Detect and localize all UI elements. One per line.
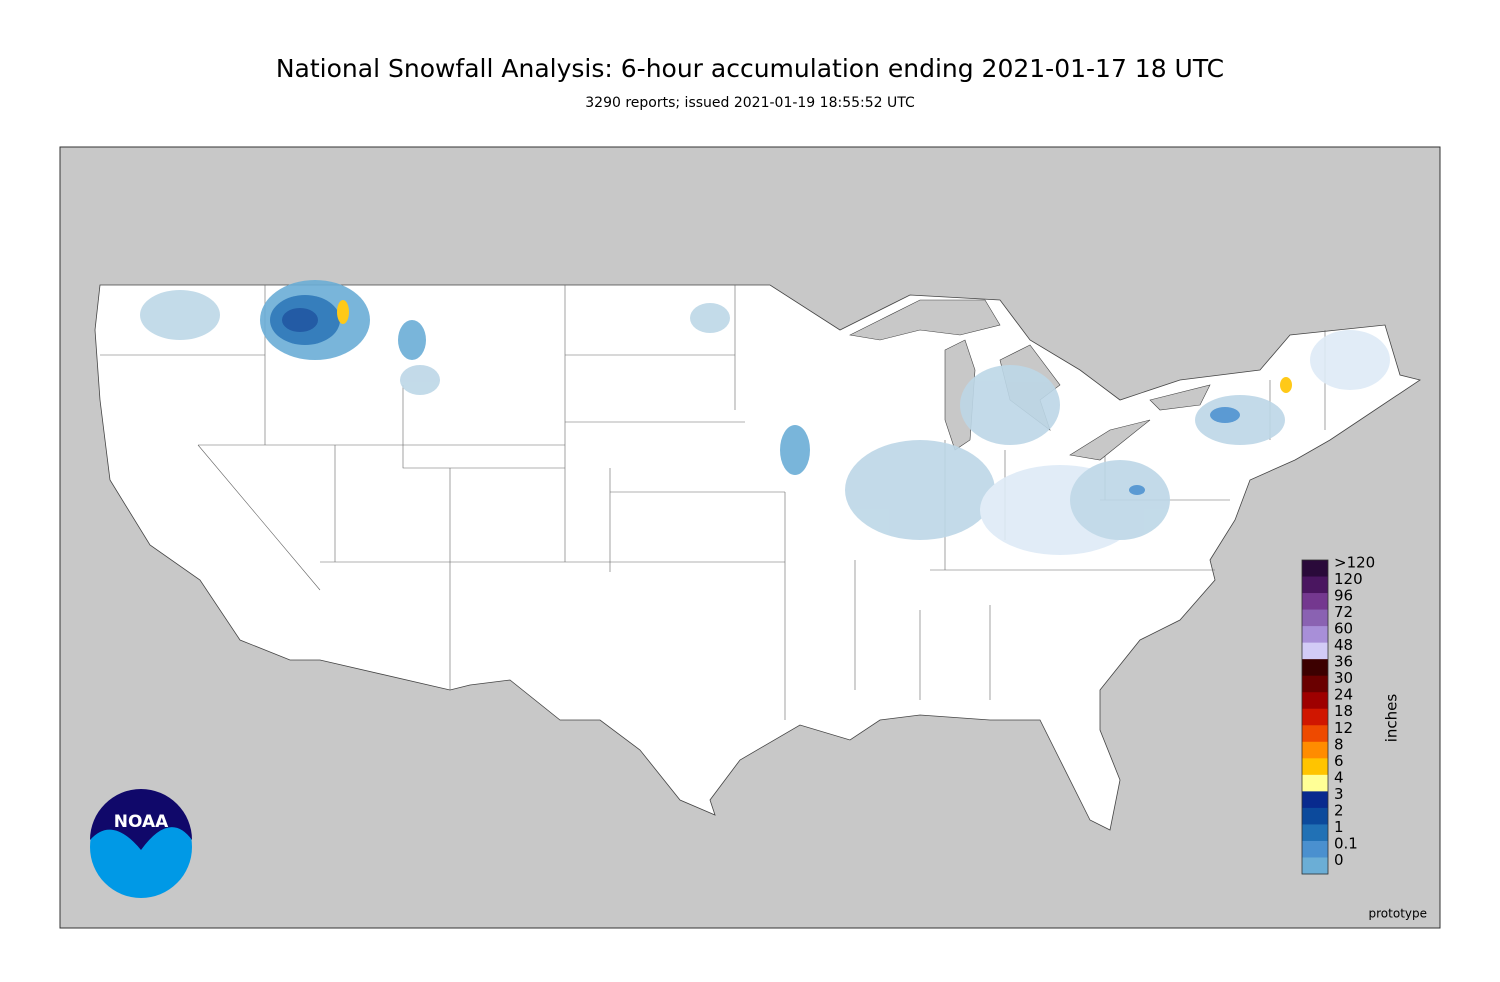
legend-swatch (1302, 824, 1328, 842)
legend-swatch (1302, 774, 1328, 792)
legend-swatch (1302, 758, 1328, 776)
legend-swatch (1302, 560, 1328, 578)
legend-label: 48 (1334, 636, 1353, 654)
legend-label: 60 (1334, 620, 1353, 638)
legend-label: 72 (1334, 603, 1353, 621)
legend-swatch (1302, 576, 1328, 594)
legend-swatch (1302, 807, 1328, 825)
legend-label: >120 (1334, 554, 1375, 572)
legend-frame (1301, 559, 1329, 875)
legend-label: 1 (1334, 818, 1344, 836)
legend-label: 12 (1334, 719, 1353, 737)
snowfall-areas (140, 280, 1390, 555)
legend-label: 2 (1334, 801, 1344, 819)
legend: inches >1201209672604836302418128643210.… (1301, 554, 1401, 875)
legend-swatch (1302, 840, 1328, 858)
legend-swatch (1302, 692, 1328, 710)
subtitle: 3290 reports; issued 2021-01-19 18:55:52… (585, 95, 915, 111)
legend-label: 0.1 (1334, 834, 1358, 852)
legend-label: 3 (1334, 785, 1344, 803)
legend-swatch (1302, 857, 1328, 875)
legend-label: 30 (1334, 669, 1353, 687)
legend-swatch (1302, 708, 1328, 726)
title: National Snowfall Analysis: 6-hour accum… (276, 54, 1224, 83)
legend-swatch (1302, 741, 1328, 759)
legend-swatch (1302, 609, 1328, 627)
logo-text: NOAA (114, 812, 169, 832)
legend-swatch (1302, 642, 1328, 660)
legend-swatch (1302, 791, 1328, 809)
noaa-logo: NOAA (90, 789, 192, 898)
legend-label: 36 (1334, 653, 1353, 671)
legend-swatch (1302, 659, 1328, 677)
note: prototype (1369, 907, 1427, 921)
legend-label: 6 (1334, 752, 1344, 770)
legend-swatch (1302, 725, 1328, 743)
legend-unit: inches (1383, 694, 1401, 743)
legend-swatch (1302, 675, 1328, 693)
map: NOAA prototype (59, 146, 1441, 929)
land-usa (94, 284, 1421, 831)
legend-swatch (1302, 593, 1328, 611)
legend-label: 120 (1334, 570, 1363, 588)
legend-label: 0 (1334, 851, 1344, 869)
legend-label: 96 (1334, 587, 1353, 605)
legend-label: 4 (1334, 768, 1344, 786)
legend-label: 24 (1334, 686, 1353, 704)
legend-swatch (1302, 626, 1328, 644)
legend-label: 18 (1334, 702, 1353, 720)
legend-label: 8 (1334, 735, 1344, 753)
